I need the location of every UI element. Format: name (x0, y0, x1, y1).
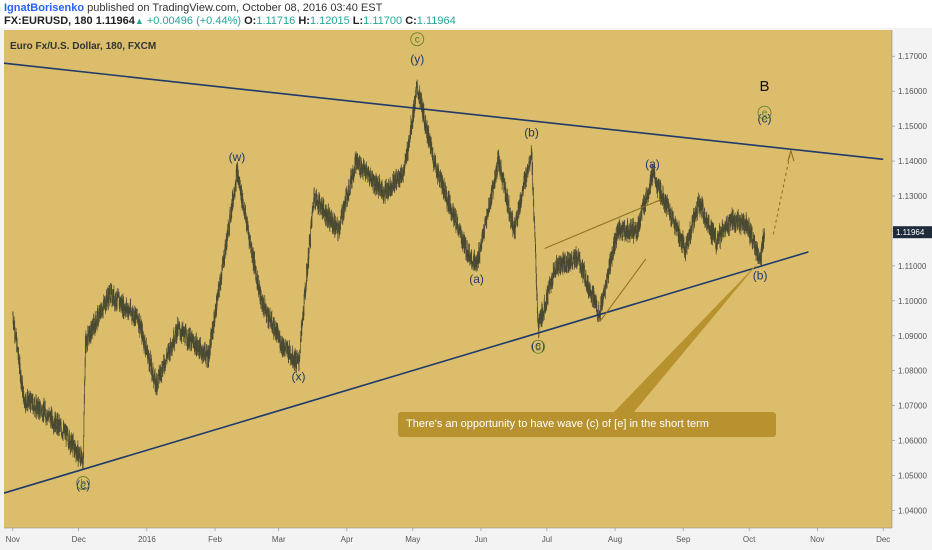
last-price-tag (893, 226, 932, 239)
wave-label: (a) (469, 272, 484, 286)
callout-pointer (614, 260, 761, 412)
x-tick-label: Dec (876, 535, 890, 544)
last-price-tag-label: 1.11964 (896, 228, 925, 237)
wave-label: (b) (753, 268, 768, 282)
wave-label: (w) (229, 150, 246, 164)
x-tick-label: Mar (272, 535, 286, 544)
wave-label: (x) (292, 370, 306, 384)
y-tick-label: 1.08000 (898, 367, 927, 376)
y-tick-label: 1.05000 (898, 472, 927, 481)
x-tick-label: Nov (810, 535, 824, 544)
wave-circle-label: b (80, 479, 86, 490)
wave-label: (y) (410, 52, 424, 66)
wave-circle-marker (757, 105, 772, 120)
wave-circle-label: c (415, 35, 420, 46)
x-tick-label: May (405, 535, 420, 544)
x-tick-label: Apr (341, 535, 354, 544)
symbol-label: FX:EURUSD, 180 (4, 15, 93, 27)
y-tick-label: 1.11000 (898, 262, 927, 271)
low-value: 1.11700 (363, 15, 403, 27)
publish-header: IgnatBorisenko published on TradingView.… (0, 0, 932, 28)
projection-arrowhead (787, 148, 795, 162)
open-label: O: (244, 15, 257, 27)
close-value: 1.11964 (416, 15, 456, 27)
x-tick-label: Jun (475, 535, 488, 544)
annotation-callout[interactable]: There's an opportunity to have wave (c) … (398, 412, 776, 437)
last-price: 1.11964 (95, 15, 135, 27)
y-tick-label: 1.07000 (898, 402, 927, 411)
wave-circle-marker (76, 476, 91, 490)
y-tick-label: 1.10000 (898, 297, 927, 306)
y-tick-label: 1.17000 (898, 52, 927, 61)
published-text: published on TradingView.com, October 08… (87, 2, 383, 14)
y-tick-label: 1.04000 (898, 507, 927, 516)
low-label: L: (352, 15, 364, 27)
wave-circle-label: d (535, 342, 541, 353)
x-tick-label: Feb (208, 535, 222, 544)
high-label: H: (298, 15, 310, 27)
x-tick-label: Dec (72, 535, 86, 544)
change-value: +0.00496 (+0.44%) (146, 15, 242, 27)
wave-label: B (760, 78, 770, 95)
author-link[interactable]: IgnatBorisenko (4, 2, 85, 14)
wave-label: (c) (758, 112, 772, 126)
projection-arrow (772, 150, 792, 235)
wave-circle-label: e (762, 108, 768, 119)
y-tick-label: 1.09000 (898, 332, 927, 341)
x-tick-label: Jul (542, 535, 552, 544)
channel-upper-line (544, 199, 662, 249)
x-tick-label: Nov (6, 535, 20, 544)
wave-label: (a) (645, 157, 660, 171)
y-tick-label: 1.13000 (898, 192, 927, 201)
wave-circle-marker (410, 32, 425, 47)
wave-circle-marker (531, 339, 546, 354)
x-tick-label: Sep (676, 535, 691, 544)
upper-trendline (3, 62, 884, 161)
up-arrow-icon: ▲ (134, 16, 144, 26)
x-tick-label: 2016 (138, 535, 156, 544)
y-tick-label: 1.16000 (898, 87, 927, 96)
wave-label: (c) (531, 338, 545, 352)
chart-symbol-title: Euro Fx/U.S. Dollar, 180, FXCM (10, 41, 157, 52)
channel-lower-line (599, 258, 647, 323)
open-value: 1.11716 (256, 15, 296, 27)
y-tick-label: 1.15000 (898, 122, 927, 131)
y-tick-label: 1.14000 (898, 157, 927, 166)
lower-trendline (3, 251, 809, 494)
y-tick-label: 1.06000 (898, 437, 927, 446)
wave-label: (b) (524, 126, 539, 140)
x-tick-label: Oct (743, 535, 756, 544)
close-label: C: (405, 15, 417, 27)
x-tick-label: Aug (608, 535, 622, 544)
high-value: 1.12015 (309, 15, 350, 27)
